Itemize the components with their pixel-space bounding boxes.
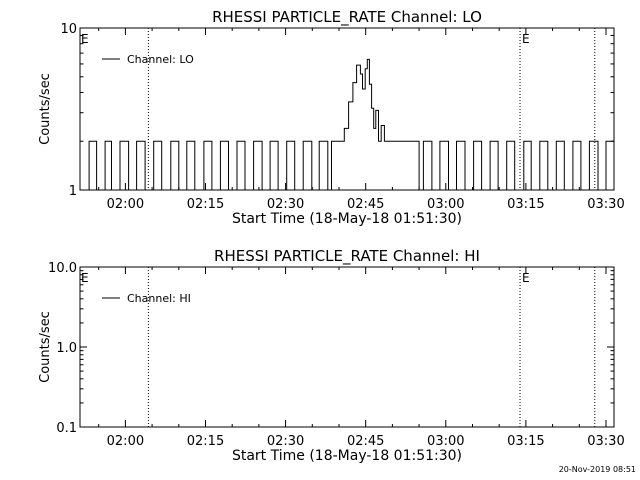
x-tick-label: 03:00	[427, 434, 464, 449]
x-axis-label: Start Time (18-May-18 01:51:30)	[232, 448, 462, 464]
vertical-marker-label: E	[522, 271, 530, 285]
y-tick-label: 1	[69, 184, 77, 199]
x-tick-label: 02:45	[347, 197, 384, 212]
x-tick-label: 02:00	[107, 197, 144, 212]
y-axis-label: Counts/sec	[38, 311, 53, 383]
y-axis-label: Counts/sec	[38, 73, 53, 145]
x-tick-label: 02:15	[187, 197, 224, 212]
x-tick-label: 03:15	[507, 197, 544, 212]
plot-frame	[79, 266, 615, 428]
y-tick-label: 1.0	[56, 341, 77, 356]
chart-title: RHESSI PARTICLE_RATE Channel: HI	[214, 247, 480, 266]
vertical-marker-label: E	[522, 32, 530, 46]
x-tick-label: 02:15	[187, 434, 224, 449]
x-tick-label: 02:45	[347, 434, 384, 449]
plot-frame	[79, 27, 615, 191]
x-tick-label: 02:00	[107, 434, 144, 449]
series-line-channel-lo	[80, 58, 615, 191]
legend-label: Channel: LO	[127, 53, 194, 66]
left-marker-label: E	[81, 32, 89, 46]
x-tick-label: 02:30	[267, 434, 304, 449]
x-tick-label: 03:30	[587, 434, 624, 449]
y-tick-label: 10	[60, 22, 77, 37]
y-tick-label: 10.0	[48, 261, 77, 276]
x-axis-label: Start Time (18-May-18 01:51:30)	[232, 211, 462, 227]
x-tick-label: 03:00	[427, 197, 464, 212]
y-tick-label: 0.1	[56, 421, 77, 436]
chart-title: RHESSI PARTICLE_RATE Channel: LO	[212, 8, 482, 27]
x-tick-label: 03:30	[587, 197, 624, 212]
legend-label: Channel: HI	[127, 292, 191, 305]
left-marker-label: E	[81, 271, 89, 285]
x-tick-label: 02:30	[267, 197, 304, 212]
x-tick-label: 03:15	[507, 434, 544, 449]
timestamp-footer: 20-Nov-2019 08:51	[558, 465, 636, 474]
